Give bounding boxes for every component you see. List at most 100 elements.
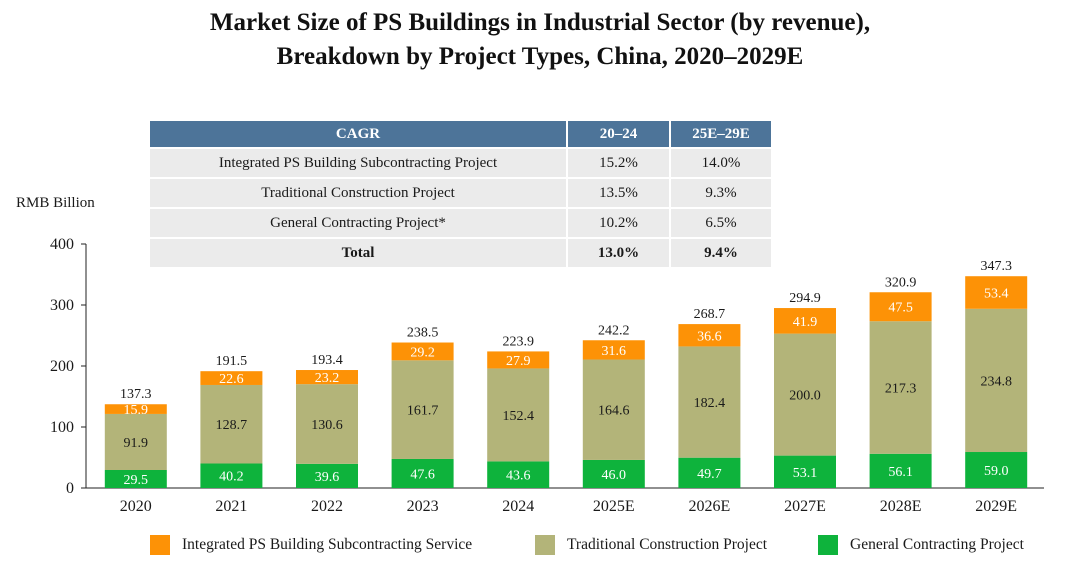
total-label: 347.3 xyxy=(980,259,1012,274)
bar-segment xyxy=(965,276,1028,309)
total-label: 320.9 xyxy=(885,275,917,290)
data-label: 46.0 xyxy=(602,468,627,483)
total-label: 193.4 xyxy=(311,353,343,368)
legend-item-integrated: Integrated PS Building Subcontracting Se… xyxy=(150,535,472,555)
y-axis-label: RMB Billion xyxy=(16,195,95,211)
y-tick-label: 0 xyxy=(66,480,74,497)
bar-segment xyxy=(200,463,263,488)
cagr-row: Integrated PS Building Subcontracting Pr… xyxy=(150,149,771,177)
data-label: 43.6 xyxy=(506,469,531,484)
data-label: 49.7 xyxy=(697,467,722,482)
cagr-header-period1: 20–24 xyxy=(568,121,669,147)
data-label: 164.6 xyxy=(598,404,630,419)
data-label: 47.6 xyxy=(410,467,435,482)
bar-segment xyxy=(582,340,645,360)
bar-segment xyxy=(678,457,741,488)
cagr-row-label: Integrated PS Building Subcontracting Pr… xyxy=(150,149,566,177)
legend-label: General Contracting Project xyxy=(850,536,1024,553)
total-label: 294.9 xyxy=(789,291,821,306)
cagr-header-period2: 25E–29E xyxy=(671,121,771,147)
data-label: 56.1 xyxy=(888,465,913,480)
y-tick-label: 100 xyxy=(50,419,74,436)
data-label: 217.3 xyxy=(885,382,917,397)
bar-segment xyxy=(391,360,454,459)
data-label: 200.0 xyxy=(789,389,821,404)
bar-segment xyxy=(104,470,167,488)
bar-segment xyxy=(104,404,167,414)
x-tick-label: 2029E xyxy=(975,498,1017,515)
x-tick-label: 2025E xyxy=(593,498,635,515)
bar-segment xyxy=(487,351,550,369)
legend-swatch-olive xyxy=(535,535,555,555)
total-label: 137.3 xyxy=(120,387,152,402)
data-label: 234.8 xyxy=(980,374,1012,389)
data-label: 23.2 xyxy=(315,371,340,386)
bar-segment xyxy=(391,342,454,361)
chart-title-line2: Breakdown by Project Types, China, 2020–… xyxy=(276,43,804,70)
bar-segment xyxy=(391,458,454,488)
total-label: 238.5 xyxy=(407,326,439,341)
x-tick-label: 2026E xyxy=(689,498,731,515)
cagr-row-value2: 14.0% xyxy=(671,149,771,177)
cagr-row-label: General Contracting Project* xyxy=(150,209,566,237)
y-tick-label: 200 xyxy=(50,358,74,375)
data-label: 130.6 xyxy=(311,418,343,433)
data-label: 27.9 xyxy=(506,354,531,369)
legend-label: Traditional Construction Project xyxy=(567,536,768,553)
total-label: 268.7 xyxy=(694,307,726,322)
bar-segment xyxy=(869,321,932,454)
y-tick-label: 300 xyxy=(50,297,74,314)
x-tick-label: 2020 xyxy=(120,498,152,515)
legend-item-traditional: Traditional Construction Project xyxy=(535,535,767,555)
data-label: 161.7 xyxy=(407,404,439,419)
bar-segment xyxy=(296,463,358,488)
data-label: 128.7 xyxy=(216,418,248,433)
cagr-row-value1: 10.2% xyxy=(568,209,669,237)
data-label: 40.2 xyxy=(219,470,244,485)
data-label: 53.1 xyxy=(793,466,818,481)
bar-segment xyxy=(678,346,741,458)
cagr-header-row: CAGR 20–24 25E–29E xyxy=(150,121,771,147)
bar-segment xyxy=(774,333,836,456)
cagr-row-value2: 6.5% xyxy=(671,209,771,237)
legend-swatch-orange xyxy=(150,535,170,555)
x-tick-label: 2024 xyxy=(502,498,534,515)
bar-segment xyxy=(678,324,741,347)
cagr-row: Traditional Construction Project 13.5% 9… xyxy=(150,179,771,207)
x-tick-label: 2023 xyxy=(407,498,439,515)
cagr-total-value1: 13.0% xyxy=(568,239,669,267)
cagr-table: CAGR 20–24 25E–29E Integrated PS Buildin… xyxy=(148,119,773,269)
data-label: 36.6 xyxy=(697,329,722,344)
cagr-header-label: CAGR xyxy=(150,121,566,147)
data-label: 59.0 xyxy=(984,464,1009,479)
legend-item-general: General Contracting Project xyxy=(818,535,1024,555)
cagr-row-value1: 15.2% xyxy=(568,149,669,177)
data-label: 29.2 xyxy=(410,345,435,360)
bar-segment xyxy=(487,461,550,488)
data-label: 53.4 xyxy=(984,286,1009,301)
bar-segment xyxy=(869,453,932,488)
bar-segment xyxy=(104,413,167,471)
bar-segment xyxy=(774,308,836,334)
chart-title-line1: Market Size of PS Buildings in Industria… xyxy=(209,9,871,36)
x-tick-label: 2027E xyxy=(784,498,826,515)
cagr-total-row: Total 13.0% 9.4% xyxy=(150,239,771,267)
data-label: 47.5 xyxy=(888,301,913,316)
total-label: 242.2 xyxy=(598,323,630,338)
data-label: 39.6 xyxy=(315,470,340,485)
cagr-total-label: Total xyxy=(150,239,566,267)
cagr-row-label: Traditional Construction Project xyxy=(150,179,566,207)
data-label: 15.9 xyxy=(124,403,149,418)
bar-segment xyxy=(965,452,1028,488)
bar-segment xyxy=(200,384,263,464)
bar-segment xyxy=(582,459,645,488)
cagr-row-value1: 13.5% xyxy=(568,179,669,207)
legend-label: Integrated PS Building Subcontracting Se… xyxy=(182,536,473,553)
x-tick-label: 2022 xyxy=(311,498,343,515)
total-label: 223.9 xyxy=(502,334,534,349)
cagr-total-value2: 9.4% xyxy=(671,239,771,267)
data-label: 41.9 xyxy=(793,315,818,330)
data-label: 152.4 xyxy=(502,409,534,424)
bar-segment xyxy=(582,359,645,460)
